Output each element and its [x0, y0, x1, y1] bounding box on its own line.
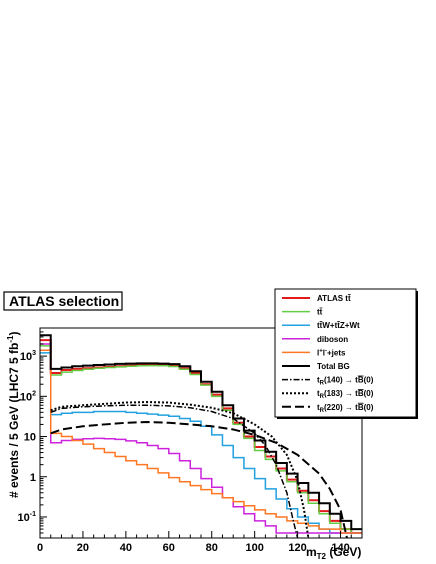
- y-tick-label: 1: [30, 472, 36, 484]
- x-tick-label: 40: [120, 542, 132, 554]
- x-axis-title: mT2 (GeV): [306, 545, 361, 561]
- selection-annotation-box: [3, 291, 123, 311]
- x-tick-label: 20: [77, 542, 89, 554]
- legend-label: tR(140) → tB(0): [317, 376, 374, 387]
- y-tick-label: 102: [20, 390, 36, 403]
- legend-label: l+l-+jets: [317, 348, 346, 357]
- legend-label: Total BG: [317, 362, 350, 371]
- x-axis-title-main: m: [306, 545, 317, 559]
- y-tick-label: 10-1: [18, 511, 37, 524]
- selection-annotation: ATLAS selection: [9, 293, 119, 309]
- legend-label: tR(183) → tB(0): [317, 389, 374, 400]
- ticks-layer: 0 20 40 60 80 100 120 140 10-1 1 10 102 103: [18, 327, 363, 554]
- legend: ATLAS tt tt ttW+ttZ+Wt diboson l+l-+jets Tota…: [274, 288, 418, 419]
- legend-shadow-bottom: [277, 417, 418, 419]
- series-layer: [40, 334, 362, 538]
- y-axis-title: # events / 5 GeV (LHC7 5 fb-1): [6, 331, 21, 498]
- legend-label: diboson: [317, 335, 348, 344]
- series-line-4: [40, 349, 362, 534]
- legend-label: ATLAS tt: [317, 294, 351, 303]
- legend-shadow-right: [416, 291, 418, 419]
- y-tick-label: 103: [20, 350, 36, 363]
- y-tick-label: 10: [24, 432, 36, 444]
- series-line-3: [40, 343, 362, 534]
- series-line-6: [50, 404, 299, 538]
- series-line-5: [40, 334, 362, 531]
- x-tick-label: 140: [331, 542, 349, 554]
- x-tick-label: 80: [206, 542, 218, 554]
- legend-label: tt: [317, 308, 323, 317]
- y-axis-title-main: # events / 5 GeV (LHC7 5 fb: [7, 343, 21, 498]
- legend-label: tR(220) → tB(0): [317, 403, 374, 414]
- x-tick-label: 60: [163, 542, 175, 554]
- y-axis-title-sup: -1: [6, 335, 15, 343]
- x-tick-label: 0: [37, 542, 43, 554]
- x-tick-label: 100: [245, 542, 263, 554]
- y-axis-title-end: ): [7, 331, 21, 335]
- x-axis-title-sub: T2: [317, 552, 327, 561]
- legend-label: ttW+ttZ+Wt: [317, 321, 360, 330]
- series-line-8: [50, 420, 348, 538]
- x-axis-title-unit: (GeV): [326, 545, 361, 559]
- x-tick-label: 120: [288, 542, 306, 554]
